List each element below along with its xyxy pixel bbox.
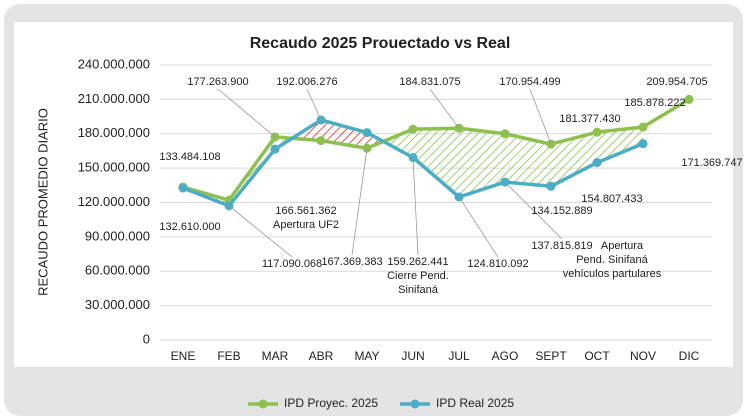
annotation: vehículos partulares: [563, 268, 662, 280]
data-label: 177.263.900: [187, 76, 248, 88]
data-point: [408, 124, 418, 134]
annotation: Cierre Pend.: [387, 270, 449, 282]
gap-area: [413, 128, 459, 197]
annotation: Apertura: [601, 240, 644, 252]
data-label: 159.262.441: [387, 256, 448, 268]
legend-label: IPD Real 2025: [436, 396, 514, 410]
x-tick-label: OCT: [584, 349, 610, 363]
data-label: 184.831.075: [399, 76, 460, 88]
annotation: Pend. Sinifaná: [576, 254, 648, 266]
data-point: [270, 144, 280, 154]
annotation: Apertura UF2: [273, 219, 339, 231]
y-tick-label: 0: [143, 331, 150, 346]
data-label: 134.152.889: [531, 205, 592, 217]
data-label: 137.815.819: [531, 240, 592, 252]
x-tick-label: DIC: [679, 349, 700, 363]
gap-area: [597, 127, 643, 163]
y-tick-label: 150.000.000: [78, 160, 150, 175]
data-point: [362, 128, 372, 138]
x-tick-label: AGO: [492, 349, 519, 363]
gap-area: [505, 133, 551, 187]
x-tick-label: MAR: [262, 349, 289, 363]
data-label: 133.484.108: [159, 151, 220, 163]
data-label: 171.369.747: [681, 157, 742, 169]
annotation: Sinifaná: [398, 284, 439, 296]
leader-line: [217, 88, 276, 138]
data-point: [178, 183, 188, 193]
y-tick-label: 30.000.000: [85, 297, 150, 312]
legend-label: IPD Proyec. 2025: [284, 396, 378, 410]
data-label: 167.369.383: [321, 256, 382, 268]
legend-marker: [258, 399, 268, 409]
y-tick-label: 240.000.000: [78, 56, 150, 71]
data-point: [546, 181, 556, 191]
data-point: [592, 127, 602, 137]
data-point: [684, 94, 694, 104]
data-label: 166.561.362: [275, 205, 336, 217]
leader-line: [228, 205, 293, 258]
y-tick-label: 180.000.000: [78, 125, 150, 140]
data-point: [316, 136, 326, 146]
leader-line: [458, 196, 499, 258]
y-tick-label: 120.000.000: [78, 194, 150, 209]
gap-area: [459, 128, 505, 197]
x-tick-label: FEB: [217, 349, 240, 363]
x-tick-label: JUN: [401, 349, 424, 363]
leader-line: [351, 148, 368, 256]
leader-line: [504, 181, 563, 240]
leader-line: [306, 88, 322, 121]
data-label: 132.610.000: [159, 221, 220, 233]
data-point: [638, 122, 648, 132]
leader-line: [429, 88, 460, 129]
data-label: 124.810.092: [467, 258, 528, 270]
x-tick-label: JUL: [448, 349, 470, 363]
gap-area: [383, 129, 413, 158]
series-line: [182, 97, 690, 202]
data-label: 117.090.068: [262, 258, 322, 270]
y-axis-label: RECAUDO PROMEDIO DIARIO: [35, 108, 50, 296]
data-point: [500, 129, 510, 139]
plot-background: [14, 22, 733, 367]
chart-title: Recaudo 2025 Prouectado vs Real: [250, 35, 511, 52]
x-tick-label: ABR: [309, 349, 334, 363]
x-tick-label: ENE: [171, 349, 196, 363]
leader-line: [529, 88, 552, 145]
gap-area: [551, 132, 597, 187]
legend-marker: [410, 399, 420, 409]
x-tick-label: NOV: [630, 349, 656, 363]
data-label: 192.006.276: [276, 76, 337, 88]
x-tick-label: MAY: [354, 349, 379, 363]
y-tick-label: 210.000.000: [78, 91, 150, 106]
y-tick-label: 60.000.000: [85, 263, 150, 278]
y-tick-label: 90.000.000: [85, 228, 150, 243]
data-label: 209.954.705: [646, 76, 707, 88]
data-label: 170.954.499: [499, 76, 560, 88]
data-label: 181.377.430: [559, 113, 620, 125]
x-tick-label: SEPT: [535, 349, 567, 363]
data-point: [638, 139, 648, 149]
data-label: 185.878.222: [624, 97, 685, 109]
leader-line: [412, 157, 419, 256]
data-label: 154.807.433: [581, 193, 642, 205]
data-point: [592, 158, 602, 168]
